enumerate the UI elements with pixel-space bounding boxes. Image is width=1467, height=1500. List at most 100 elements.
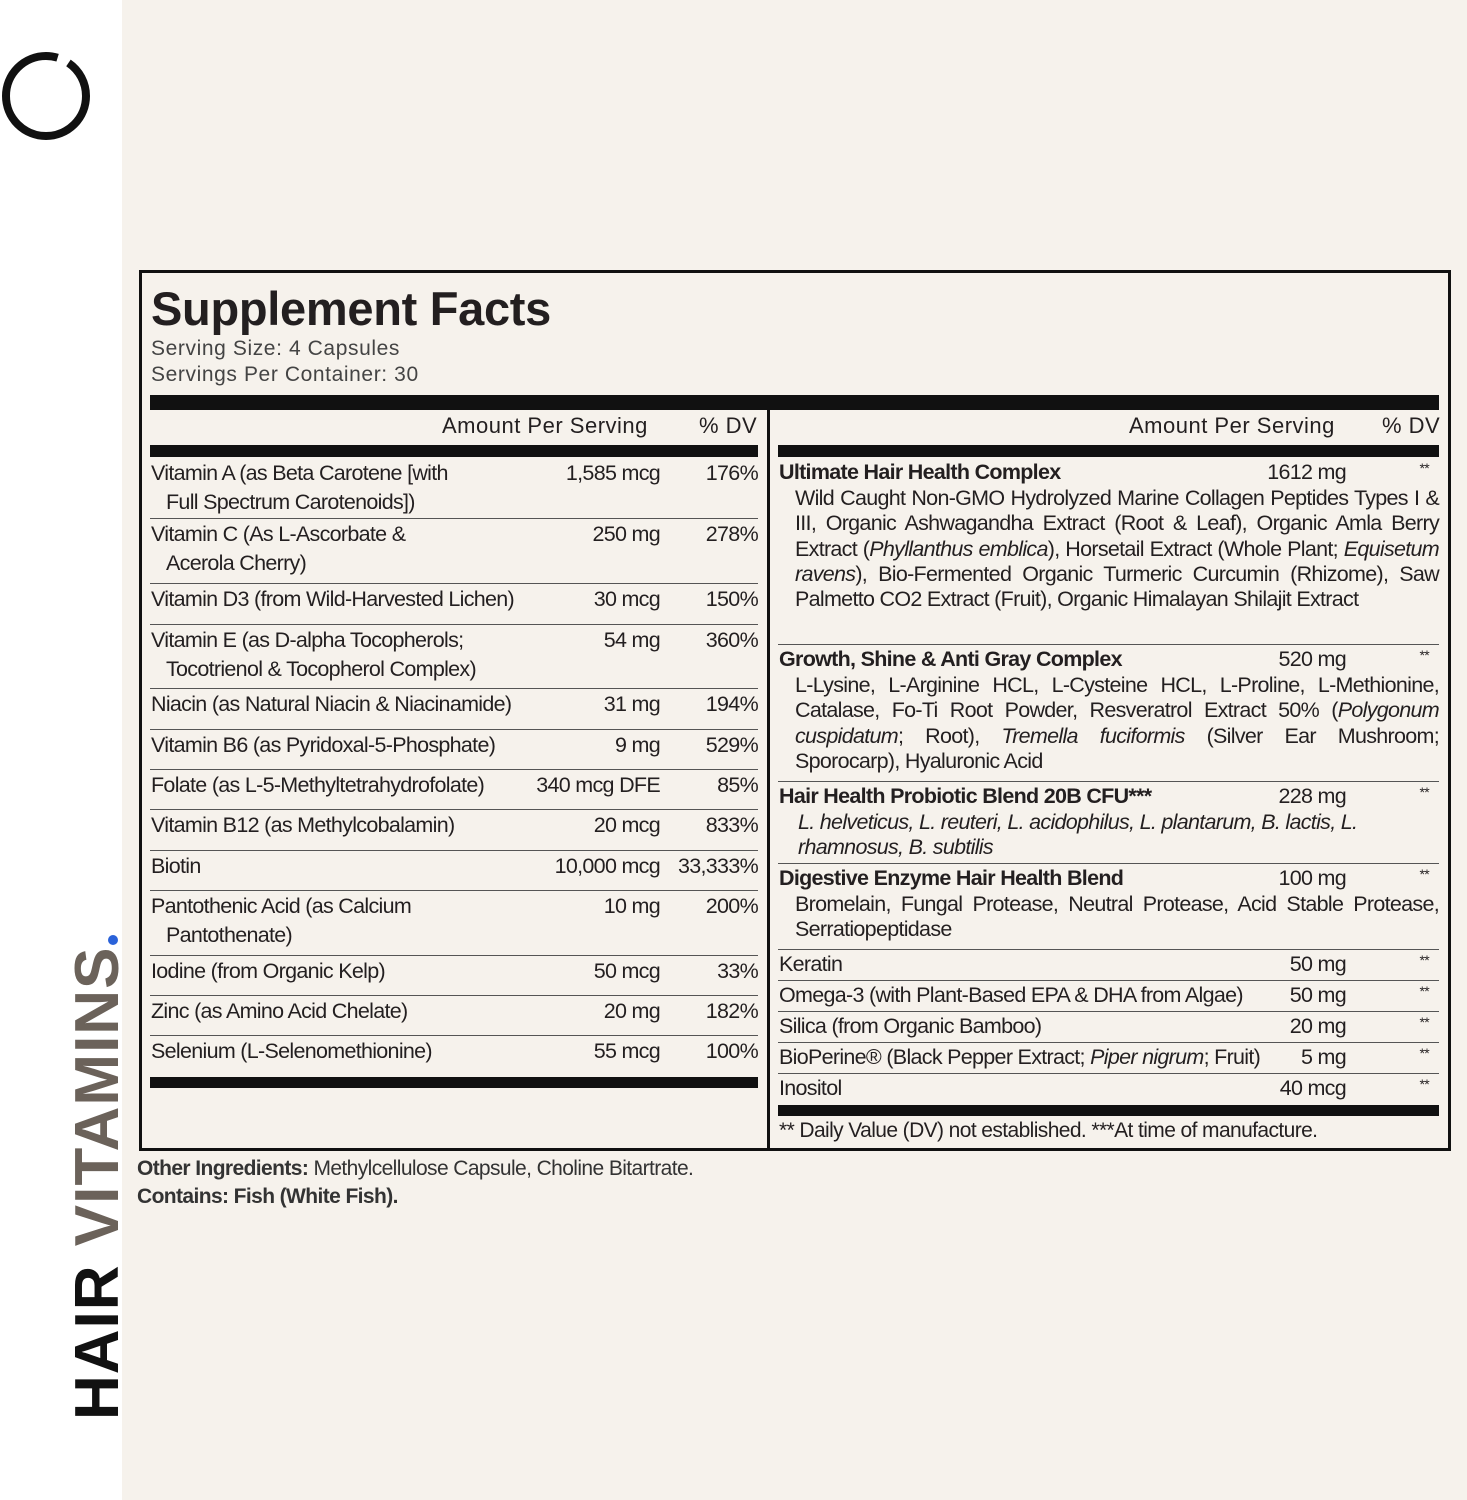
nutrient-name: Pantothenic Acid (as Calcium Pantothenate… bbox=[151, 892, 412, 950]
nutrient-amount: 20 mg bbox=[603, 999, 661, 1023]
nutrient-amount: 20 mcg bbox=[593, 813, 661, 837]
nutrient-name-line: Biotin bbox=[151, 854, 201, 878]
ingredient-row: Digestive Enzyme Hair Health Blend 100 mg… bbox=[778, 864, 1440, 950]
description-italic: L. helveticus, L. reuteri, L. acidophilu… bbox=[798, 810, 1358, 860]
nutrient-amount: 10,000 mcg bbox=[554, 854, 661, 878]
nutrient-daily-value: 833% bbox=[705, 813, 759, 837]
nutrient-amount: 30 mcg bbox=[593, 587, 661, 611]
nutrient-name-continued: Acerola Cherry) bbox=[166, 551, 307, 575]
left-header-bar bbox=[150, 445, 758, 457]
ingredient-name-text: Inositol bbox=[779, 1076, 842, 1100]
ingredient-name: BioPerine® (Black Pepper Extract; Piper … bbox=[779, 1043, 1261, 1072]
ingredient-row: Inositol 40 mcg ** bbox=[778, 1074, 1439, 1103]
nutrient-name: Vitamin B6 (as Pyridoxal-5-Phosphate) bbox=[151, 731, 496, 760]
nutrient-row: Vitamin A (as Beta Carotene [with Full Sp… bbox=[150, 458, 759, 519]
brand-wordmark: HAIR VITAMINS bbox=[62, 934, 133, 1420]
nutrient-amount: 340 mcg DFE bbox=[536, 773, 660, 797]
ingredient-daily-value: ** bbox=[1419, 983, 1430, 999]
brand-word-vitamins: VITAMINS bbox=[63, 946, 132, 1247]
ingredient-description: Bromelain, Fungal Protease, Neutral Prot… bbox=[795, 892, 1440, 943]
ingredient-row: Keratin 50 mg ** bbox=[778, 950, 1439, 981]
ingredient-name-after: ; Fruit) bbox=[1203, 1045, 1261, 1069]
serving-size: Serving Size: 4 Capsules bbox=[151, 337, 401, 360]
nutrient-amount: 9 mg bbox=[615, 733, 661, 757]
brand-logo-ring-icon bbox=[2, 52, 90, 140]
nutrient-name-line: Vitamin E (as D-alpha Tocopherols; bbox=[151, 628, 464, 652]
ingredient-daily-value: ** bbox=[1419, 1045, 1430, 1061]
right-bottom-bar bbox=[778, 1105, 1439, 1116]
side-strip: HAIR VITAMINS bbox=[0, 0, 132, 1500]
nutrient-row: Folate (as L-5-Methyltetrahydrofolate) 34… bbox=[150, 770, 759, 810]
nutrient-row: Niacin (as Natural Niacin & Niacinamide)… bbox=[150, 689, 759, 730]
nutrient-name: Vitamin B12 (as Methylcobalamin) bbox=[151, 811, 455, 840]
nutrient-amount: 54 mg bbox=[603, 628, 661, 652]
ingredient-amount: 520 mg bbox=[1278, 647, 1346, 671]
nutrient-row: Selenium (L-Selenomethionine) 55 mcg 100% bbox=[150, 1036, 759, 1075]
nutrient-row: Vitamin C (As L-Ascorbate & Acerola Cherr… bbox=[150, 519, 759, 584]
nutrient-row: Pantothenic Acid (as Calcium Pantothenate… bbox=[150, 891, 759, 956]
nutrient-name: Selenium (L-Selenomethionine) bbox=[151, 1037, 433, 1066]
nutrient-daily-value: 150% bbox=[705, 587, 759, 611]
ingredient-daily-value: ** bbox=[1419, 784, 1430, 800]
column-divider bbox=[767, 398, 770, 1148]
nutrient-daily-value: 33% bbox=[717, 959, 759, 983]
nutrient-name-line: Iodine (from Organic Kelp) bbox=[151, 959, 386, 983]
nutrient-name-line: Folate (as L-5-Methyltetrahydrofolate) bbox=[151, 773, 485, 797]
description-italic: Polygonum cuspidatum bbox=[795, 698, 1440, 748]
nutrient-row: Vitamin B6 (as Pyridoxal-5-Phosphate) 9 m… bbox=[150, 730, 759, 770]
nutrient-name-line: Pantothenic Acid (as Calcium bbox=[151, 894, 412, 918]
nutrient-daily-value: 200% bbox=[705, 894, 759, 918]
nutrient-row: Vitamin E (as D-alpha Tocopherols; Tocotr… bbox=[150, 625, 759, 689]
ingredient-amount: 1612 mg bbox=[1267, 460, 1346, 484]
ingredient-row: Growth, Shine & Anti Gray Complex 520 mg *… bbox=[778, 645, 1440, 782]
allergen-statement: Contains: Fish (White Fish). bbox=[137, 1185, 398, 1208]
nutrient-name-continued: Full Spectrum Carotenoids]) bbox=[166, 490, 415, 514]
ingredient-daily-value: ** bbox=[1419, 1076, 1430, 1092]
ingredient-daily-value: ** bbox=[1419, 647, 1430, 663]
ingredient-amount: 100 mg bbox=[1278, 866, 1346, 890]
left-header-amount: Amount Per Serving bbox=[442, 413, 648, 438]
nutrient-name-line: Vitamin A (as Beta Carotene [with bbox=[151, 461, 448, 485]
nutrient-name: Folate (as L-5-Methyltetrahydrofolate) bbox=[151, 771, 485, 800]
nutrient-name: Niacin (as Natural Niacin & Niacinamide) bbox=[151, 690, 512, 719]
nutrient-name: Vitamin A (as Beta Carotene [with Full Sp… bbox=[151, 459, 448, 517]
nutrient-name-line: Vitamin C (As L-Ascorbate & bbox=[151, 522, 406, 546]
nutrient-daily-value: 33,333% bbox=[678, 854, 759, 878]
description-italic: Phyllanthus emblica bbox=[869, 536, 1048, 561]
divider-thick bbox=[150, 395, 1439, 410]
description-text: ; Root), bbox=[897, 723, 1002, 748]
ingredient-name-italic: Piper nigrum bbox=[1090, 1045, 1204, 1069]
other-ingredients: Other Ingredients: Methylcellulose Capsu… bbox=[137, 1157, 694, 1181]
left-bottom-bar bbox=[150, 1077, 758, 1088]
ingredient-amount: 5 mg bbox=[1301, 1045, 1347, 1069]
ingredient-name: Digestive Enzyme Hair Health Blend bbox=[779, 864, 1124, 893]
description-text: Bromelain, Fungal Protease, Neutral Prot… bbox=[795, 892, 1440, 942]
nutrient-amount: 250 mg bbox=[592, 522, 660, 546]
nutrient-name: Vitamin D3 (from Wild-Harvested Lichen) bbox=[151, 585, 515, 614]
ingredient-name: Inositol bbox=[779, 1074, 842, 1103]
nutrient-name: Vitamin E (as D-alpha Tocopherols; Tocotr… bbox=[151, 626, 477, 684]
right-header-bar bbox=[778, 445, 1439, 457]
ingredient-daily-value: ** bbox=[1419, 460, 1430, 476]
nutrient-row: Biotin 10,000 mcg 33,333% bbox=[150, 851, 759, 891]
ingredient-name-text: Digestive Enzyme Hair Health Blend bbox=[779, 866, 1124, 890]
nutrient-amount: 50 mcg bbox=[593, 959, 661, 983]
description-text: Wild Caught Non-GMO Hydrolyzed Marine Co… bbox=[795, 486, 1440, 561]
ingredient-description: L-Lysine, L-Arginine HCL, L-Cysteine HCL… bbox=[795, 673, 1440, 774]
nutrient-row: Vitamin D3 (from Wild-Harvested Lichen) 3… bbox=[150, 584, 759, 625]
nutrient-amount: 31 mg bbox=[603, 692, 661, 716]
nutrient-name-line: Vitamin B12 (as Methylcobalamin) bbox=[151, 813, 455, 837]
ingredient-daily-value: ** bbox=[1419, 866, 1430, 882]
nutrient-row: Vitamin B12 (as Methylcobalamin) 20 mcg 83… bbox=[150, 810, 759, 851]
brand-word-hair: HAIR bbox=[63, 1264, 132, 1420]
ingredient-row: BioPerine® (Black Pepper Extract; Piper … bbox=[778, 1043, 1439, 1074]
nutrient-daily-value: 85% bbox=[717, 773, 759, 797]
ingredient-daily-value: ** bbox=[1419, 1014, 1430, 1030]
right-header-dv: % DV bbox=[1382, 413, 1441, 438]
nutrient-name: Biotin bbox=[151, 852, 201, 881]
nutrient-row: Zinc (as Amino Acid Chelate) 20 mg 182% bbox=[150, 996, 759, 1036]
footnote: ** Daily Value (DV) not established. ***… bbox=[779, 1119, 1318, 1142]
nutrient-name-line: Niacin (as Natural Niacin & Niacinamide) bbox=[151, 692, 512, 716]
brand-dot bbox=[108, 934, 118, 945]
nutrient-daily-value: 182% bbox=[705, 999, 759, 1023]
